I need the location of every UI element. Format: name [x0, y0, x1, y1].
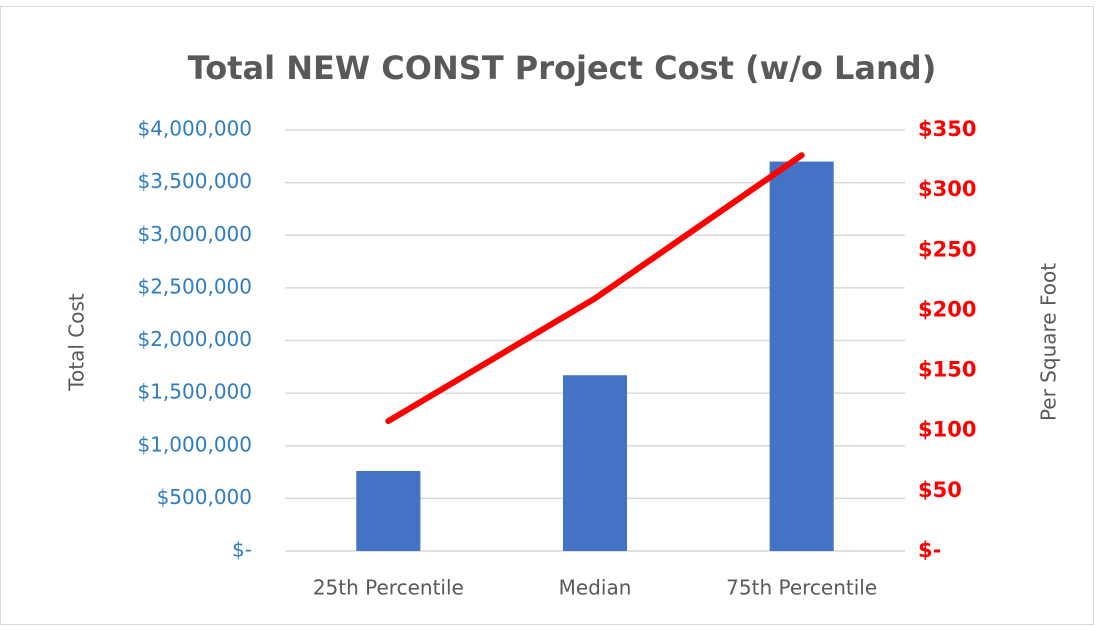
y2-tick-label: $350	[918, 117, 976, 141]
y2-tick-label: $250	[918, 237, 976, 261]
y-tick-label: $2,500,000	[137, 274, 252, 298]
y-tick-label: $-	[232, 538, 252, 562]
y-tick-label: $1,000,000	[137, 432, 252, 456]
y-tick-label: $4,000,000	[137, 117, 252, 141]
y-tick-label: $3,500,000	[137, 169, 252, 193]
y2-tick-label: $200	[918, 297, 976, 321]
bar	[356, 471, 421, 551]
y-tick-label: $2,000,000	[137, 327, 252, 351]
y-axis-title: Total Cost	[65, 293, 89, 392]
y2-tick-label: $-	[918, 538, 941, 562]
y2-tick-label: $300	[918, 177, 976, 201]
chart-border	[0, 6, 1094, 625]
bar	[562, 375, 628, 551]
bar	[769, 161, 834, 551]
y-tick-label: $1,500,000	[137, 380, 252, 404]
y-tick-label: $500,000	[157, 485, 252, 509]
x-tick-label: 75th Percentile	[726, 576, 877, 600]
x-tick-label: 25th Percentile	[313, 576, 464, 600]
y2-tick-label: $150	[918, 358, 976, 382]
x-tick-label: Median	[559, 576, 632, 600]
y2-tick-label: $100	[918, 418, 976, 442]
line	[385, 152, 805, 425]
y-tick-label: $3,000,000	[137, 222, 252, 246]
y2-tick-label: $50	[918, 478, 962, 502]
y2-axis-title: Per Square Foot	[1037, 263, 1061, 421]
chart-title: Total NEW CONST Project Cost (w/o Land)	[188, 49, 937, 87]
